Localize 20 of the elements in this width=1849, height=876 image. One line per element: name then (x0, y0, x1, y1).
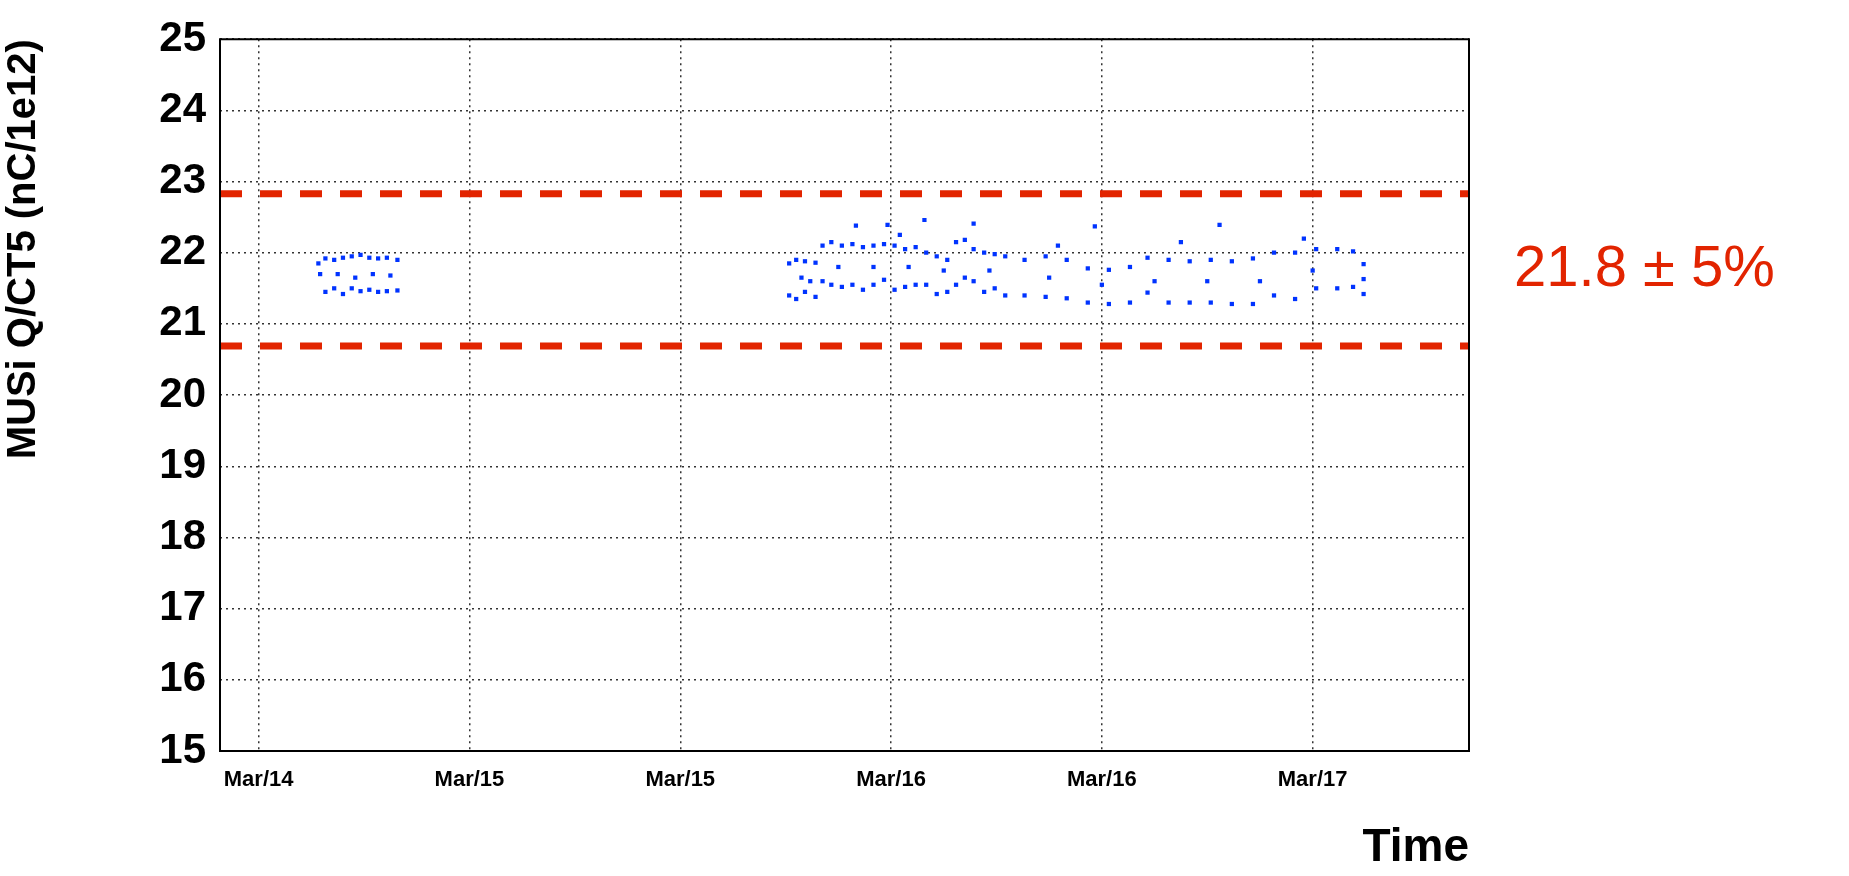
y-tick-label: 15 (159, 724, 206, 772)
y-tick-label: 17 (159, 582, 206, 630)
x-tick-label: Mar/15 (434, 766, 505, 792)
y-tick-label: 24 (159, 83, 207, 131)
x-tick-label: Mar/16 (1066, 766, 1137, 792)
y-tick-label: 16 (159, 653, 206, 701)
x-tick-label: Mar/17 (1277, 766, 1348, 792)
y-tick-label: 18 (159, 511, 206, 559)
y-axis-title: MUSi Q/CT5 (nC/1e12) (0, 39, 44, 460)
y-tick-label: 23 (159, 155, 206, 203)
x-axis-title: Time (1362, 819, 1469, 872)
x-tick-label: Mar/14 (223, 766, 295, 792)
y-tick-label: 19 (159, 439, 206, 487)
x-tick-label: Mar/16 (856, 766, 926, 792)
y-tick-label: 25 (159, 12, 206, 60)
y-tick-label: 22 (159, 226, 206, 274)
x-tick-label: Mar/15 (645, 766, 716, 792)
text: 21.8 ± 5% (1514, 232, 1775, 298)
y-tick-label: 21 (159, 297, 206, 345)
y-tick-label: 20 (159, 368, 206, 416)
